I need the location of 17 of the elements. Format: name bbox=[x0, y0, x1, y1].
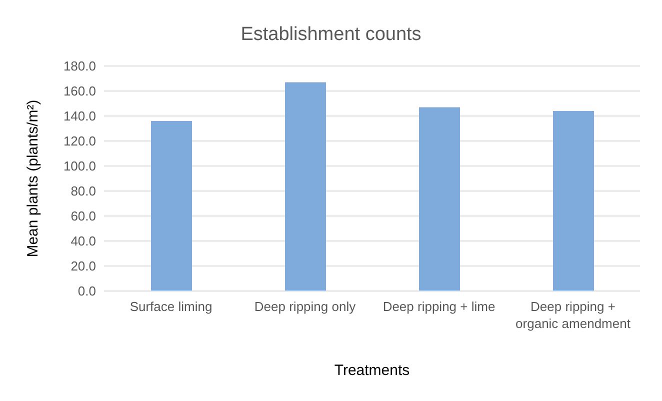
y-tick-label: 20.0 bbox=[70, 258, 96, 274]
y-tick-label: 180.0 bbox=[63, 58, 96, 74]
y-tick-label: 80.0 bbox=[70, 184, 96, 199]
y-tick-label: 120.0 bbox=[63, 134, 96, 149]
x-tick-label: Surface liming bbox=[130, 299, 212, 314]
y-tick-label: 140.0 bbox=[63, 108, 96, 124]
y-tick-label: 100.0 bbox=[63, 158, 96, 174]
x-axis-title: Treatments bbox=[334, 362, 410, 379]
x-tick-label: Deep ripping only bbox=[254, 299, 356, 314]
y-tick-label: 0.0 bbox=[78, 284, 96, 299]
x-tick-label: Deep ripping + lime bbox=[382, 299, 496, 314]
y-tick-label: 160.0 bbox=[63, 84, 96, 99]
y-tick-label: 40.0 bbox=[70, 234, 96, 249]
x-tick-label: Deep ripping + organic amendment bbox=[516, 299, 631, 331]
chart-title: Establishment counts bbox=[240, 23, 422, 47]
y-axis-title: Mean plants (plants/m²) bbox=[24, 100, 42, 258]
y-tick-label: 60.0 bbox=[70, 208, 96, 224]
